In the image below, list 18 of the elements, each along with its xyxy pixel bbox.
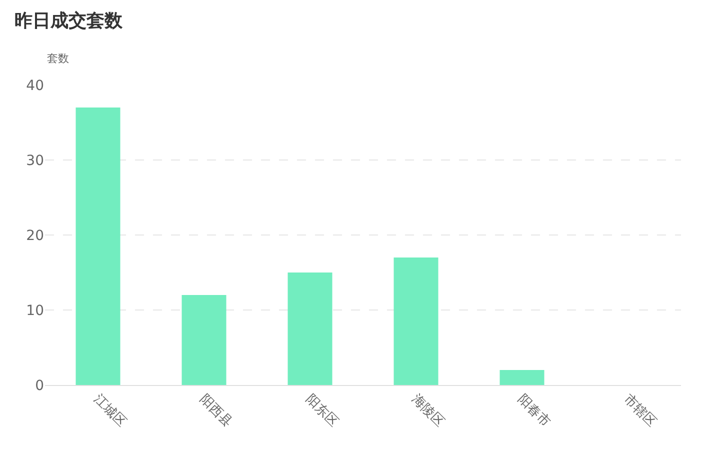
- x-tick-label: 江城区: [90, 392, 129, 430]
- x-tick-label: 市辖区: [620, 392, 659, 430]
- y-tick-label: 20: [26, 228, 44, 244]
- x-tick-label: 海陵区: [408, 392, 447, 430]
- bar: [394, 258, 438, 385]
- x-tick-label: 阳东区: [302, 392, 341, 430]
- bar: [500, 370, 544, 385]
- bar: [288, 272, 332, 385]
- bar: [76, 108, 120, 385]
- x-tick-label: 阳西县: [196, 392, 235, 430]
- y-axis-title: 套数: [47, 52, 69, 65]
- y-tick-label: 40: [26, 78, 44, 94]
- y-tick-label: 0: [35, 378, 44, 394]
- x-tick-label: 阳春市: [514, 392, 553, 430]
- chart-title: 昨日成交套数: [14, 10, 124, 32]
- y-tick-label: 10: [26, 302, 44, 319]
- bar: [182, 295, 226, 385]
- y-tick-label: 30: [26, 152, 44, 169]
